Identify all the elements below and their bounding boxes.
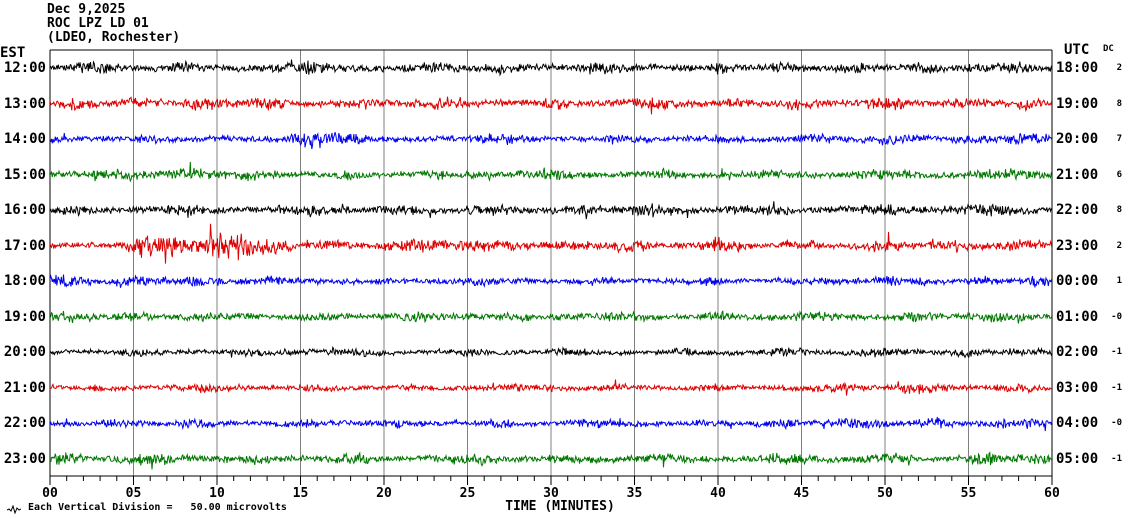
dc-offset-value: 6 [1116, 169, 1122, 180]
dc-offset-value: -1 [1111, 453, 1122, 464]
seismogram-trace-1500 [50, 161, 1052, 183]
right-axis-label: UTC [1064, 42, 1090, 58]
est-time-label: 21:00 [3, 379, 46, 396]
x-tick-label: 35 [626, 486, 643, 501]
x-tick-label: 15 [292, 486, 309, 501]
dc-offset-value: 1 [1116, 276, 1122, 287]
dc-offset-value: -0 [1111, 418, 1122, 429]
dc-column-label: DC [1103, 44, 1114, 54]
dc-offset-value: 2 [1116, 63, 1122, 73]
est-time-label: 23:00 [3, 450, 46, 467]
seismogram-trace-1600 [50, 201, 1052, 220]
dc-offset-value: -0 [1111, 311, 1122, 322]
header-location: (LDEO, Rochester) [47, 30, 181, 45]
est-time-label: 15:00 [3, 166, 46, 183]
x-tick-label: 45 [793, 486, 810, 501]
est-time-label: 16:00 [3, 202, 46, 219]
grid-layer [49, 49, 1053, 477]
utc-time-label: 20:00 [1056, 131, 1099, 148]
utc-time-label: 01:00 [1056, 308, 1099, 325]
utc-time-label: 23:00 [1056, 237, 1099, 254]
est-time-label: 18:00 [3, 273, 46, 290]
x-tick-label: 05 [125, 486, 142, 501]
dc-offset-value: -1 [1111, 382, 1122, 393]
seismogram-trace-2200 [50, 416, 1052, 432]
est-time-label: 14:00 [3, 131, 46, 148]
seismogram-trace-2300 [50, 451, 1052, 470]
dc-offset-value: -1 [1111, 347, 1122, 358]
est-time-label: 19:00 [3, 308, 46, 325]
utc-time-label: 18:00 [1056, 60, 1099, 76]
seismogram-trace-1800 [50, 274, 1052, 288]
x-tick-label: 20 [376, 486, 392, 501]
est-time-label: 13:00 [3, 95, 46, 112]
x-tick-label: 30 [543, 486, 559, 501]
seismogram-trace-2100 [50, 379, 1052, 396]
est-time-label: 12:00 [3, 60, 46, 76]
dc-offset-value: 8 [1116, 98, 1122, 109]
x-tick-label: 25 [459, 486, 476, 501]
x-tick-label: 60 [1044, 486, 1060, 501]
utc-time-label: 05:00 [1056, 450, 1099, 467]
est-time-label: 22:00 [3, 415, 46, 432]
trace-layer [50, 59, 1052, 470]
scale-note: Each Vertical Division = 50.00 microvolt… [28, 502, 287, 513]
x-tick-label: 50 [877, 486, 893, 501]
x-axis-label: TIME (MINUTES) [505, 499, 615, 514]
header-date: Dec 9,2025 [47, 2, 126, 17]
tick-layer [49, 476, 1053, 485]
seismogram-trace-1300 [50, 96, 1052, 115]
utc-time-label: 04:00 [1056, 415, 1099, 432]
dc-offset-value: 7 [1116, 134, 1122, 145]
x-tick-label: 10 [209, 486, 225, 501]
seismogram-trace-1400 [50, 132, 1052, 150]
x-tick-label: 00 [42, 486, 58, 501]
utc-time-label: 19:00 [1056, 95, 1099, 112]
seismogram-trace-1200 [50, 59, 1052, 77]
seismogram-trace-1700 [50, 223, 1052, 264]
utc-time-label: 22:00 [1056, 202, 1099, 219]
est-time-label: 17:00 [3, 237, 46, 254]
x-tick-label: 40 [710, 486, 726, 501]
est-time-label: 20:00 [3, 344, 46, 361]
utc-time-label: 21:00 [1056, 166, 1099, 183]
utc-time-label: 03:00 [1056, 379, 1099, 396]
dc-offset-value: 8 [1116, 205, 1122, 216]
seismogram-trace-2000 [50, 345, 1052, 359]
utc-time-label: 02:00 [1056, 344, 1099, 361]
header-station: ROC LPZ LD 01 [47, 16, 149, 31]
seismogram-trace-1900 [50, 310, 1052, 324]
dc-offset-value: 2 [1116, 240, 1122, 251]
utc-time-label: 00:00 [1056, 273, 1099, 290]
left-axis-label: EST [0, 45, 26, 61]
x-tick-label: 55 [960, 486, 977, 501]
